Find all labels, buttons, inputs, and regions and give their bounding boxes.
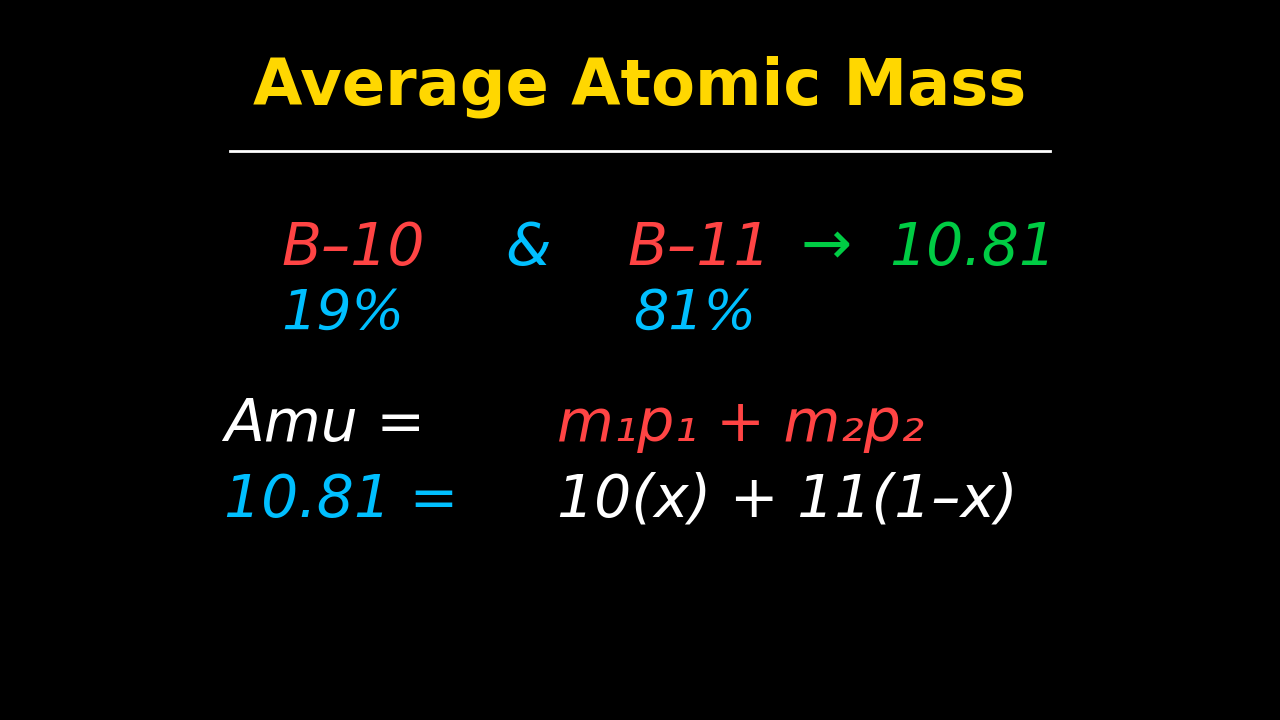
Text: 10.81 =: 10.81 = [224,472,458,529]
Text: Average Atomic Mass: Average Atomic Mass [253,55,1027,117]
Text: 10.81: 10.81 [890,220,1056,277]
Text: →: → [800,219,851,278]
Text: m₁p₁ + m₂p₂: m₁p₁ + m₂p₂ [557,396,924,454]
Text: 10(x) + 11(1–x): 10(x) + 11(1–x) [557,472,1018,529]
Text: &: & [506,220,552,277]
Text: Amu =: Amu = [224,396,425,454]
Text: 19%: 19% [282,287,404,340]
Text: B–10: B–10 [282,220,425,277]
Text: B–11: B–11 [627,220,771,277]
Text: 81%: 81% [634,287,756,340]
